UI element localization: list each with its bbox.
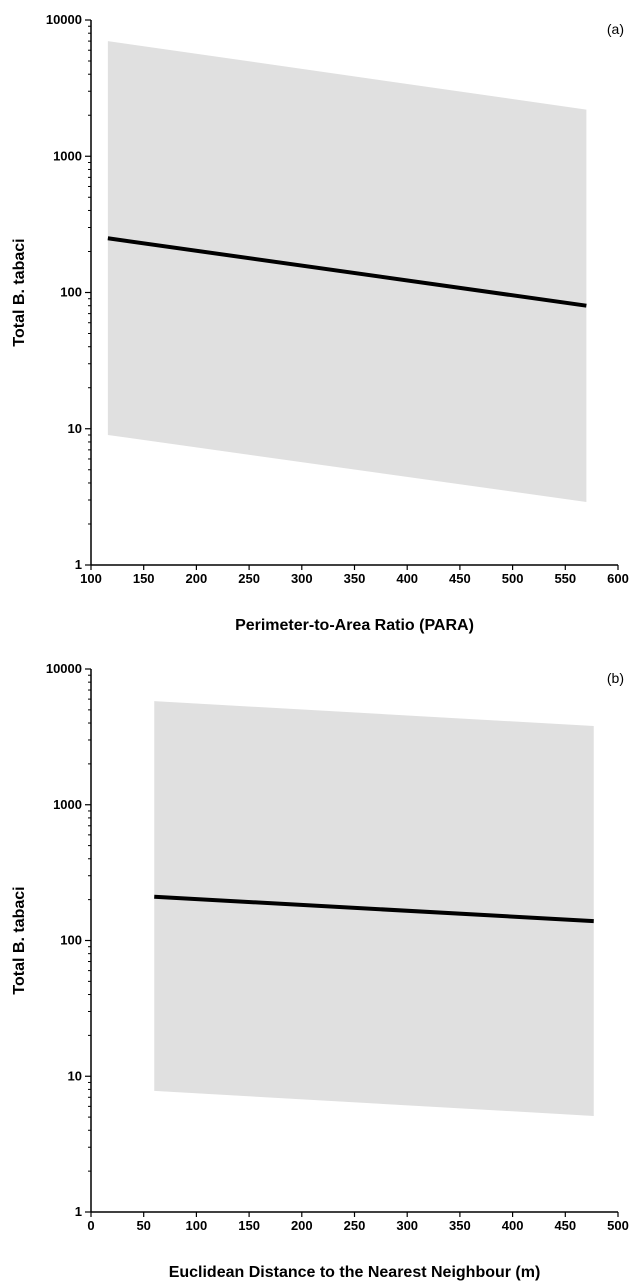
x-tick-label: 500 bbox=[502, 571, 524, 586]
x-tick-label: 300 bbox=[396, 1218, 418, 1233]
x-tick-label: 600 bbox=[607, 571, 629, 586]
panel-label: (b) bbox=[607, 670, 624, 686]
x-tick-label: 250 bbox=[238, 571, 260, 586]
y-tick-label: 10 bbox=[68, 421, 82, 436]
x-axis-title: Euclidean Distance to the Nearest Neighb… bbox=[169, 1264, 541, 1281]
x-tick-label: 400 bbox=[396, 571, 418, 586]
y-tick-label: 10 bbox=[68, 1068, 82, 1083]
x-tick-label: 0 bbox=[87, 1218, 94, 1233]
panel-label: (a) bbox=[607, 21, 624, 37]
y-tick-label: 1 bbox=[75, 1204, 82, 1219]
x-tick-label: 250 bbox=[344, 1218, 366, 1233]
y-tick-label: 1000 bbox=[53, 797, 82, 812]
x-tick-label: 150 bbox=[238, 1218, 260, 1233]
y-axis-title: Total B. tabaci bbox=[11, 238, 28, 346]
y-axis-title: Total B. tabaci bbox=[11, 886, 28, 994]
chart-panel-a: 100 150 200 250 300 350 400 450 500 550 600 1 10 100 1… bbox=[11, 12, 629, 634]
y-tick-label: 100 bbox=[60, 285, 82, 300]
x-axis-title: Perimeter-to-Area Ratio (PARA) bbox=[235, 617, 474, 634]
y-tick-label: 10000 bbox=[46, 12, 82, 27]
x-tick-label: 550 bbox=[554, 571, 576, 586]
x-tick-label: 200 bbox=[186, 571, 208, 586]
x-tick-label: 150 bbox=[133, 571, 155, 586]
fitted-line bbox=[107, 236, 587, 308]
x-tick-label: 50 bbox=[136, 1218, 150, 1233]
x-tick-label: 350 bbox=[449, 1218, 471, 1233]
x-tick-label: 450 bbox=[554, 1218, 576, 1233]
fitted-line bbox=[154, 894, 594, 924]
chart-panel-b: 0 50 100 150 200 250 300 350 400 450 500 1 10 100 1000… bbox=[11, 661, 629, 1281]
y-tick-label: 1 bbox=[75, 557, 82, 572]
x-tick-label: 200 bbox=[291, 1218, 313, 1233]
x-tick-label: 450 bbox=[449, 571, 471, 586]
x-tick-label: 300 bbox=[291, 571, 313, 586]
y-tick-label: 1000 bbox=[53, 148, 82, 163]
x-tick-label: 500 bbox=[607, 1218, 629, 1233]
x-tick-label: 100 bbox=[186, 1218, 208, 1233]
x-tick-label: 400 bbox=[502, 1218, 524, 1233]
x-tick-label: 350 bbox=[344, 571, 366, 586]
x-tick-label: 100 bbox=[80, 571, 102, 586]
y-tick-label: 10000 bbox=[46, 661, 82, 676]
y-tick-label: 100 bbox=[60, 933, 82, 948]
